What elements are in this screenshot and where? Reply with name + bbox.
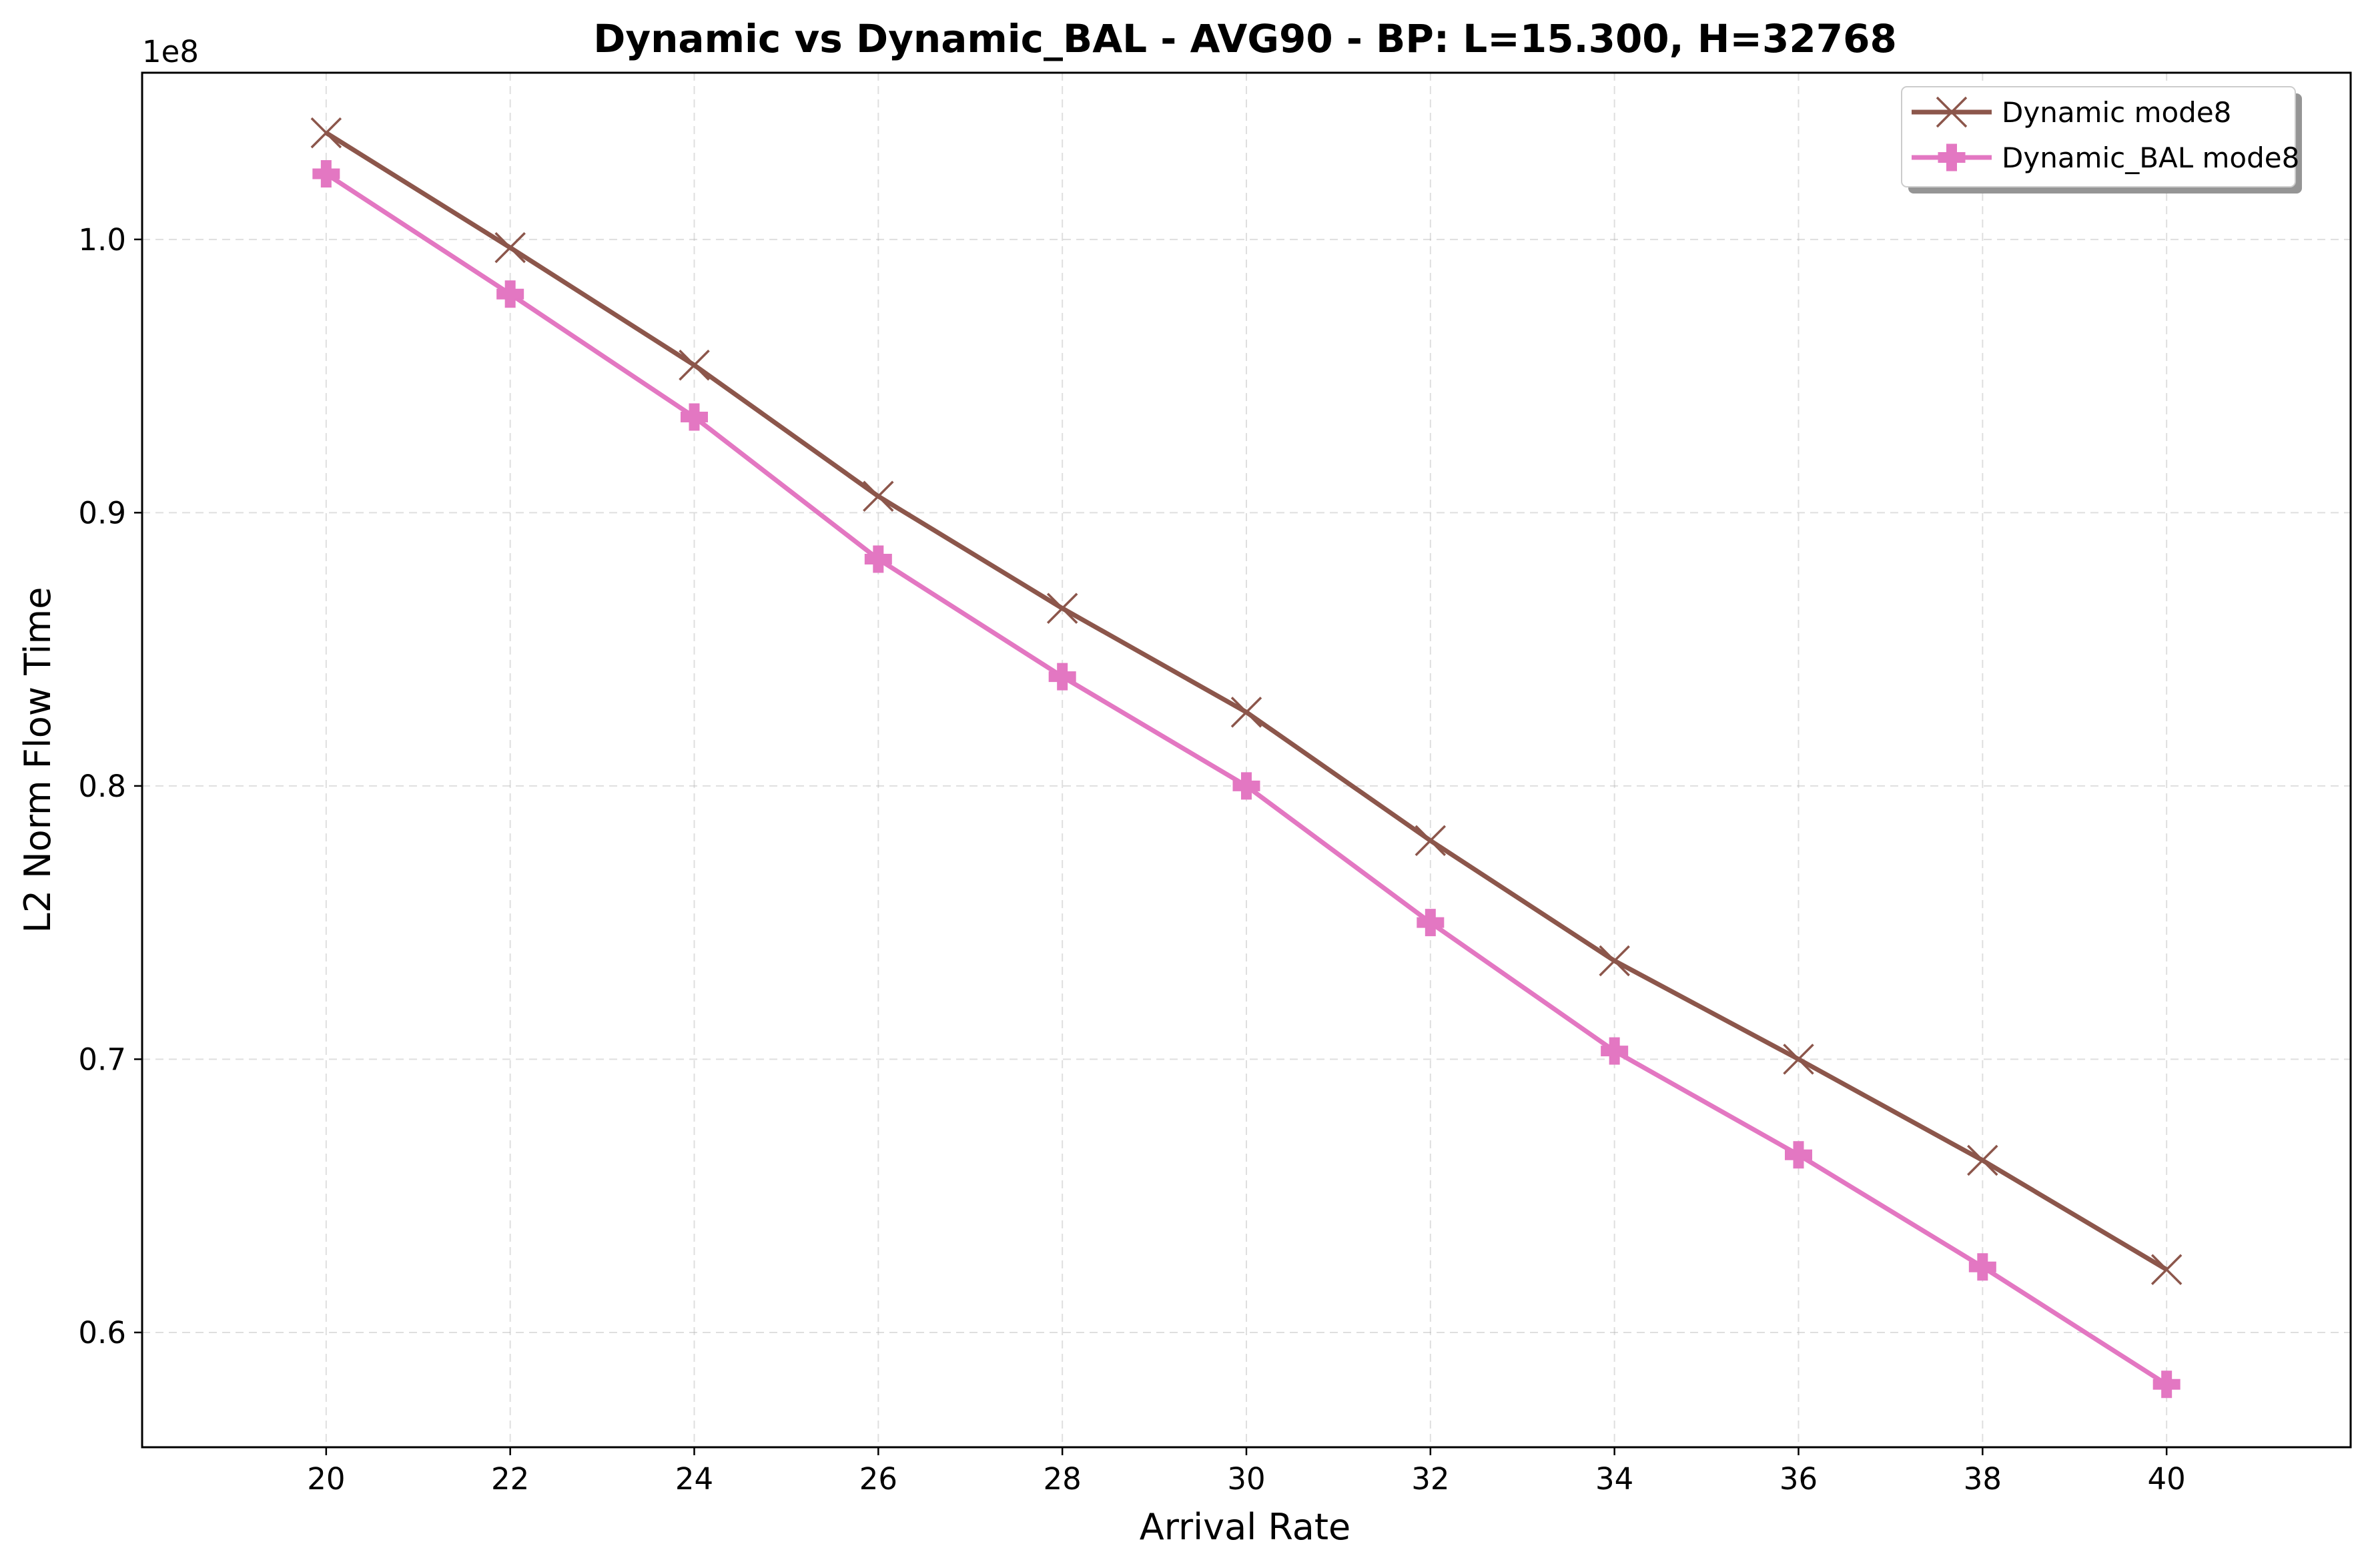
data-point [1783, 1044, 1814, 1075]
data-point [2152, 1370, 2181, 1399]
marker-stroke [310, 117, 342, 149]
data-point [1785, 1141, 1812, 1169]
data-point [1968, 1253, 1996, 1281]
y-tick-label: 0.6 [78, 1315, 126, 1350]
data-point [1601, 1037, 1629, 1065]
plot-series [310, 117, 2183, 1399]
x-tick-label: 20 [307, 1461, 345, 1497]
data-point [494, 232, 526, 264]
marker-stroke [679, 349, 710, 381]
data-point [1415, 825, 1447, 857]
data-point [2150, 1254, 2183, 1286]
x-tick-label: 38 [1964, 1461, 2002, 1497]
marker-stroke [1783, 1044, 1814, 1075]
x-tick-label: 28 [1044, 1461, 1082, 1497]
marker-stroke [494, 232, 526, 264]
x-tick-label: 34 [1595, 1461, 1633, 1497]
marker-stroke [2150, 1254, 2183, 1286]
legend-box [1901, 86, 2296, 187]
grid [142, 73, 2351, 1447]
data-point [679, 349, 710, 381]
data-point [864, 545, 892, 573]
x-axis-label: Arrival Rate [1140, 1506, 1350, 1548]
marker-stroke [1967, 1144, 1998, 1176]
marker-stroke [863, 480, 894, 512]
legend-marker [1938, 143, 1966, 171]
data-point [310, 117, 342, 149]
legend-item: Dynamic_BAL mode8 [1912, 141, 2299, 174]
data-point [1230, 697, 1262, 728]
data-point [1417, 909, 1445, 937]
data-point [1046, 593, 1078, 624]
data-point [863, 480, 894, 512]
data-point [1599, 945, 1630, 977]
legend-item: Dynamic mode8 [1912, 96, 2231, 129]
marker-stroke [1415, 825, 1447, 857]
legend: Dynamic mode8 Dynamic_BAL mode8 [1901, 86, 2302, 193]
series-0 [310, 117, 2183, 1286]
legend-label: Dynamic mode8 [2002, 96, 2231, 129]
legend-marker [1936, 96, 1968, 128]
legend-label: Dynamic_BAL mode8 [2002, 141, 2299, 174]
x-tick-label: 22 [491, 1461, 529, 1497]
y-offset-label: 1e8 [142, 34, 199, 69]
x-tick-label: 32 [1411, 1461, 1449, 1497]
data-point [496, 280, 524, 308]
marker-stroke [1599, 945, 1630, 977]
y-tick-label: 0.9 [78, 495, 126, 530]
data-point [681, 403, 708, 431]
marker-stroke [1046, 593, 1078, 624]
y-tick-label: 0.8 [78, 769, 126, 804]
x-tick-label: 30 [1227, 1461, 1265, 1497]
y-axis-label: L2 Norm Flow Time [17, 587, 59, 933]
axis-ticks: 20 22 24 26 28 30 32 34 36 38 40 0.6 0.7 0.8 0.9 1.0 [78, 222, 2185, 1497]
y-tick-label: 1.0 [78, 222, 126, 258]
x-tick-label: 36 [1780, 1461, 1818, 1497]
data-point [1048, 663, 1076, 691]
data-point [1967, 1144, 1998, 1176]
x-tick-label: 40 [2148, 1461, 2186, 1497]
data-point [1232, 772, 1260, 800]
marker-stroke [1936, 96, 1968, 128]
chart-title: Dynamic vs Dynamic_BAL - AVG90 - BP: L=1… [593, 16, 1897, 61]
series-1 [312, 160, 2181, 1399]
marker-stroke [1230, 697, 1262, 728]
y-tick-label: 0.7 [78, 1042, 126, 1077]
x-tick-label: 26 [859, 1461, 897, 1497]
data-point [312, 160, 340, 188]
x-tick-label: 24 [675, 1461, 713, 1497]
